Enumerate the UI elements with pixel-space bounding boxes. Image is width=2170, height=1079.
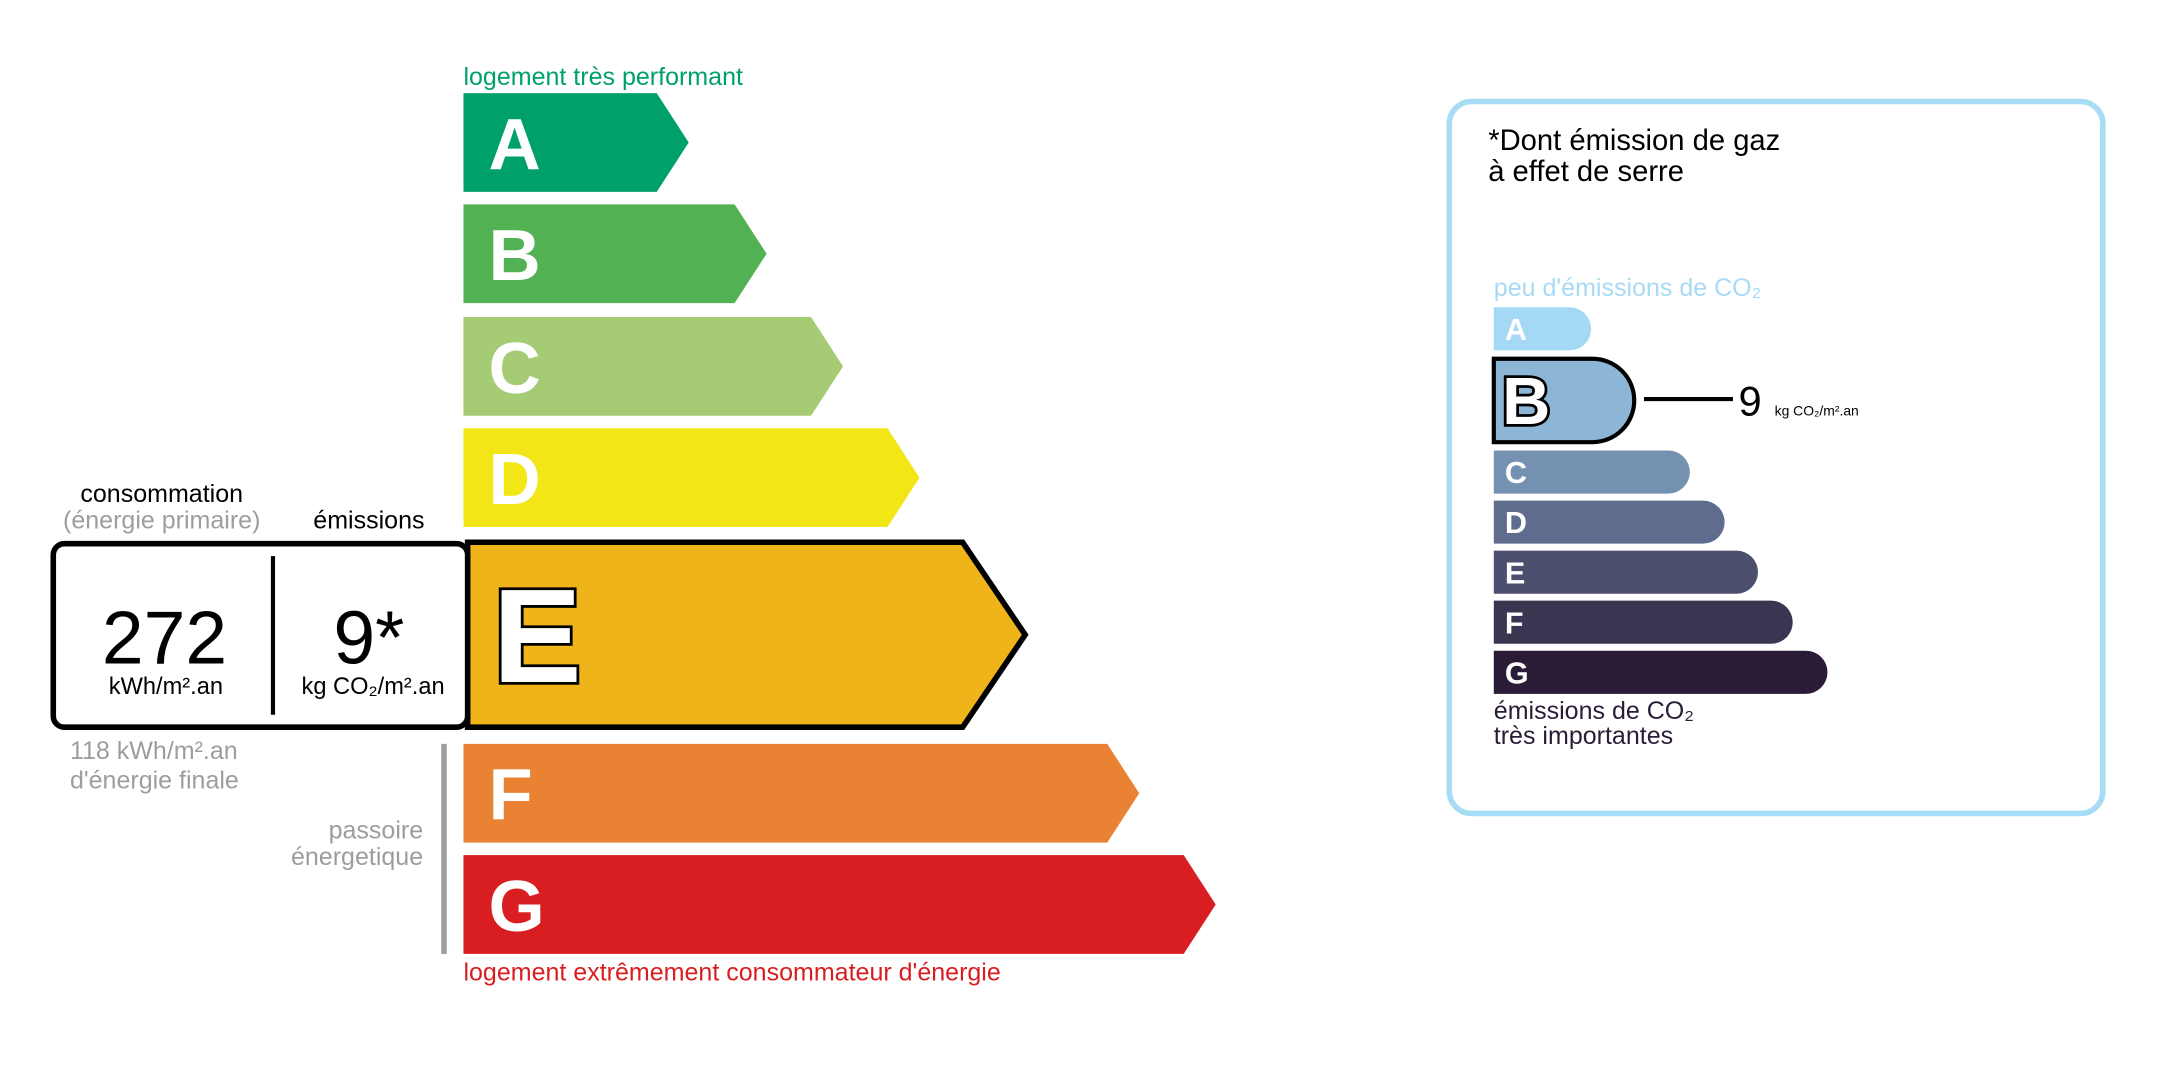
energy-bar-a [463,93,689,192]
energy-letter-f: F [488,756,532,836]
ges-letter-g: G [1505,656,1529,690]
passoire-label-1: passoire [329,816,424,844]
final-energy-label: d'énergie finale [70,766,239,794]
ges-bar-f [1493,600,1793,644]
ges-value: 9 [1739,378,1762,425]
ges-letter-e: E [1505,556,1525,590]
emissions-unit: kg CO₂/m².an [302,674,445,700]
ges-letter-c: C [1505,456,1527,490]
energy-letter-b: B [488,216,540,296]
ges-top-label: peu d'émissions de CO₂ [1494,274,1762,302]
energy-bar-g [463,855,1216,954]
ges-letter-b: B [1502,365,1550,439]
values-box [50,540,471,730]
consumption-sublabel: (énergie primaire) [63,506,260,534]
ges-bottom-label-1: émissions de CO₂ [1494,697,1694,725]
ges-bar-e [1493,550,1758,594]
emissions-value: 9* [333,595,404,679]
ges-title-2: à effet de serre [1488,156,1684,188]
ges-letter-f: F [1505,606,1524,640]
ges-bar-b [1491,356,1637,445]
ges-bar-c [1493,450,1690,494]
energy-bar-f [463,743,1140,843]
ges-unit: kg CO₂/m².an [1775,403,1859,419]
energy-bottom-label: logement extrêmement consommateur d'éner… [463,958,1000,986]
energy-letter-e: E [493,562,582,711]
ges-bottom-label-2: très importantes [1494,722,1673,750]
energy-letter-g: G [488,867,544,947]
passoire-label-2: énergetique [291,843,423,871]
energy-bar-c [463,317,844,416]
energy-bar-d [463,428,920,527]
ges-bar-a [1493,307,1592,351]
ges-bar-g [1493,650,1828,694]
ges-title-1: *Dont émission de gaz [1488,125,1780,157]
energy-top-label: logement très performant [463,63,743,91]
emissions-label: émissions [313,506,424,534]
ges-letter-a: A [1505,313,1527,347]
final-energy-value: 118 kWh/m².an [70,737,238,765]
ges-bar-d [1493,500,1725,544]
consumption-label: consommation [80,480,243,508]
energy-letter-c: C [488,329,540,409]
consumption-unit: kWh/m².an [109,674,223,700]
consumption-value: 272 [102,595,227,679]
energy-bar-b [463,204,767,304]
energy-letter-a: A [488,105,540,185]
ges-letter-d: D [1505,506,1527,540]
energy-letter-d: D [488,440,540,520]
